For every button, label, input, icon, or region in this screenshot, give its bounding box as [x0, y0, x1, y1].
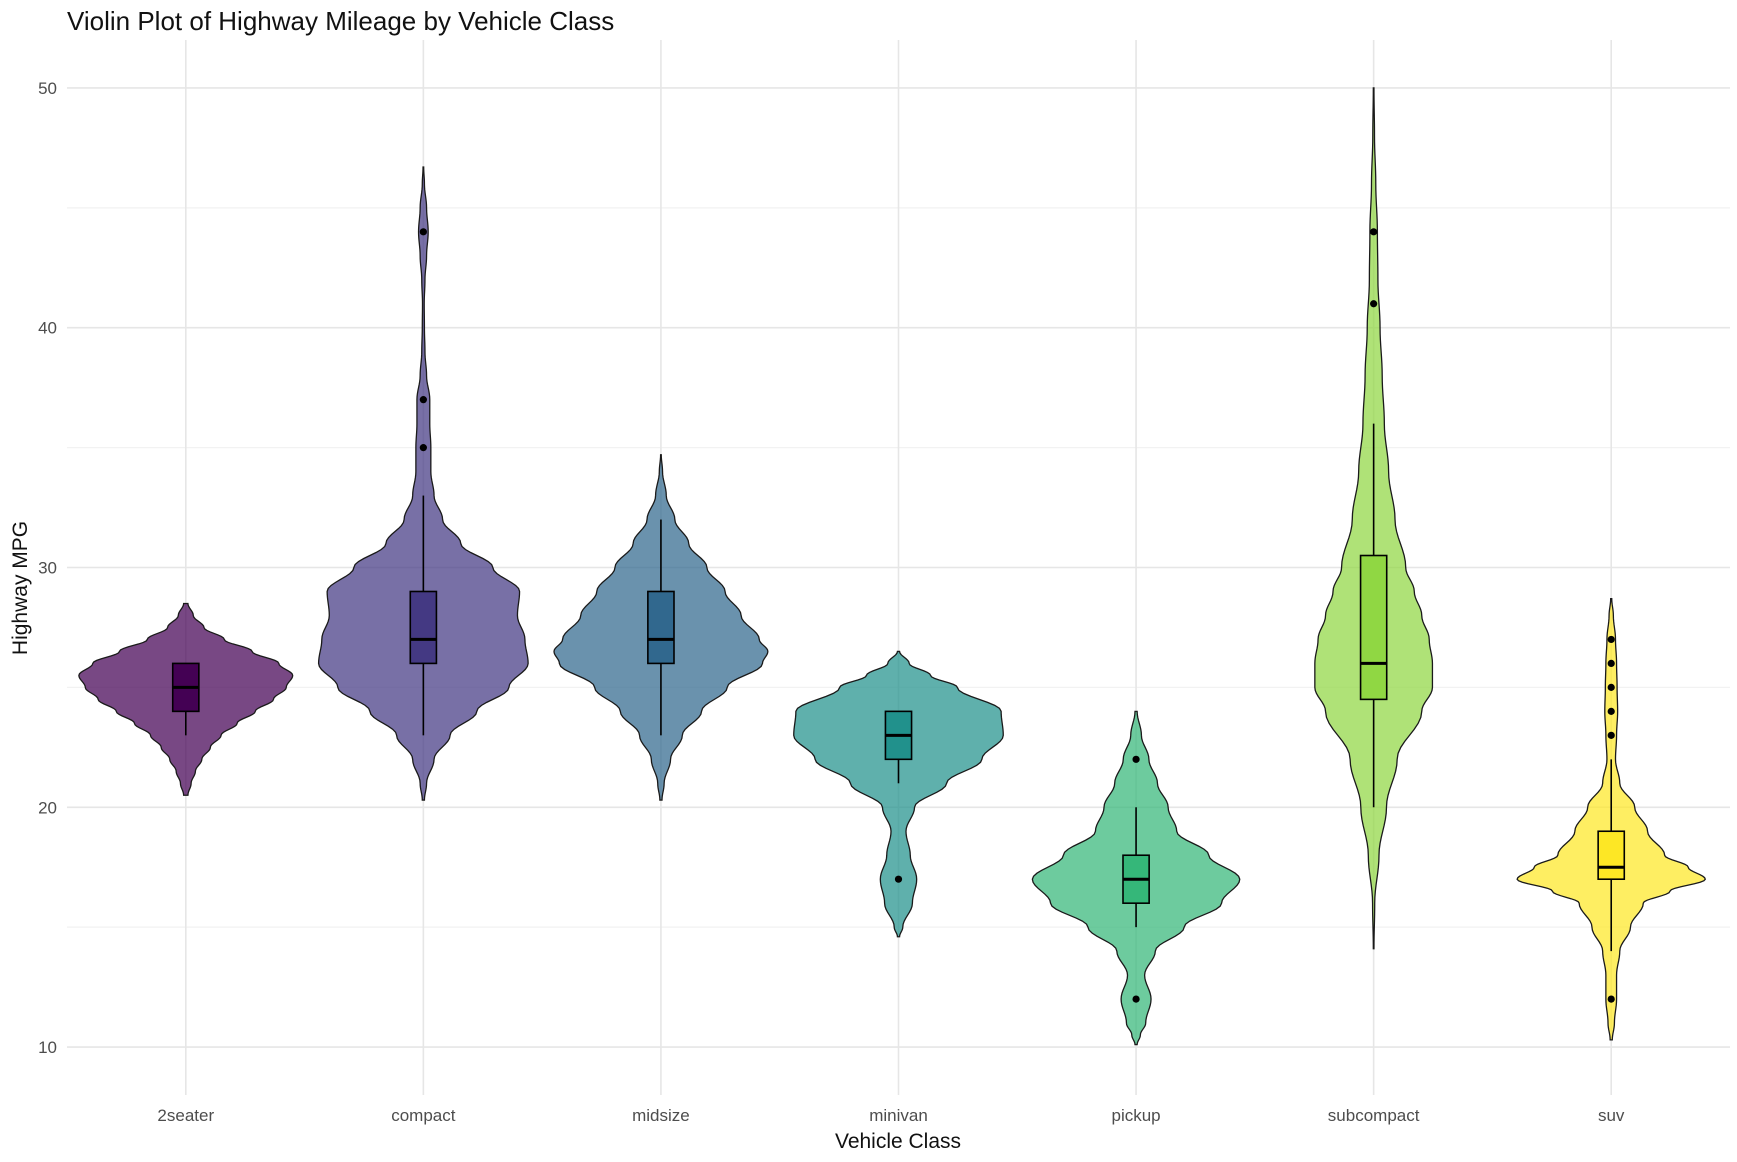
outlier-point — [419, 444, 427, 452]
violin-group — [553, 454, 769, 801]
violin-group — [1314, 87, 1434, 950]
x-tick-label: minivan — [869, 1106, 928, 1125]
y-tick-label: 10 — [38, 1038, 57, 1057]
y-tick-label: 50 — [38, 79, 57, 98]
outlier-point — [419, 228, 427, 236]
y-axis-title: Highway MPG — [9, 521, 32, 655]
outlier-point — [1607, 659, 1615, 668]
outlier-point — [1607, 995, 1615, 1003]
x-tick-label: suv — [1598, 1106, 1625, 1125]
y-tick-label: 30 — [38, 559, 57, 578]
outlier-point — [1132, 995, 1140, 1003]
outlier-point — [894, 875, 903, 883]
outlier-point — [1607, 707, 1615, 715]
x-tick-label: midsize — [632, 1106, 690, 1125]
chart-title: Violin Plot of Highway Mileage by Vehicl… — [67, 6, 614, 36]
y-tick-label: 20 — [38, 798, 57, 817]
outlier-point — [1607, 635, 1615, 644]
violin-group — [1516, 598, 1707, 1041]
y-tick-label: 40 — [38, 319, 57, 338]
outlier-point — [1370, 300, 1378, 308]
violin-group — [78, 602, 294, 796]
box-iqr — [647, 590, 675, 665]
violin-shape — [317, 166, 529, 801]
outlier-point — [1607, 683, 1615, 691]
violins — [78, 87, 1707, 1046]
box-iqr — [409, 590, 438, 665]
y-axis-ticks: 10 20 30 40 50 — [38, 79, 57, 1057]
outlier-point — [1607, 731, 1615, 739]
x-tick-label: pickup — [1112, 1106, 1161, 1125]
x-axis-title: Vehicle Class — [835, 1130, 961, 1153]
box-iqr — [1359, 554, 1388, 701]
x-axis-ticks: 2seater compact midsize minivan pickup subcom… — [157, 1106, 1625, 1125]
outlier-point — [419, 396, 427, 404]
x-tick-label: subcompact — [1328, 1106, 1420, 1125]
x-tick-label: compact — [391, 1106, 456, 1125]
violin-group — [793, 650, 1004, 938]
violin-group — [317, 166, 529, 801]
outlier-point — [1370, 228, 1378, 236]
box-iqr — [1597, 830, 1626, 881]
outlier-point — [1132, 755, 1140, 763]
violin-shape — [793, 650, 1004, 938]
x-tick-label: 2seater — [157, 1106, 214, 1125]
violin-group — [1031, 710, 1241, 1046]
